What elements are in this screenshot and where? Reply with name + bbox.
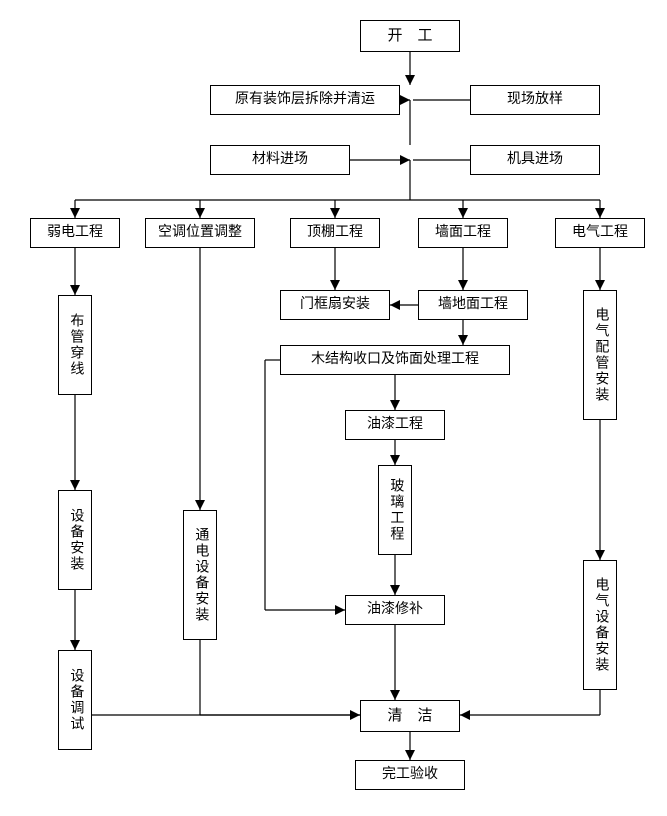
node-n_wall: 墙面工程 (418, 218, 508, 248)
node-n_dev1: 设备安装 (58, 490, 92, 590)
node-n_demo: 原有装饰层拆除并清运 (210, 85, 400, 115)
node-n_paintfix: 油漆修补 (345, 595, 445, 625)
node-n_glass: 玻璃工程 (378, 465, 412, 555)
node-n_wallfloor: 墙地面工程 (418, 290, 528, 320)
node-n_e_dev: 电气设备安装 (583, 560, 617, 690)
node-n_tool: 机具进场 (470, 145, 600, 175)
node-n_ac: 空调位置调整 (145, 218, 255, 248)
node-n_wood: 木结构收口及饰面处理工程 (280, 345, 510, 375)
node-n_paint: 油漆工程 (345, 410, 445, 440)
node-n_acdev: 通电设备安装 (183, 510, 217, 640)
node-n_dev2: 设备调试 (58, 650, 92, 750)
node-n_final: 完工验收 (355, 760, 465, 790)
node-n_ceiling: 顶棚工程 (290, 218, 380, 248)
node-n_clean: 清 洁 (360, 700, 460, 732)
node-n_door: 门框扇安装 (280, 290, 390, 320)
node-n_material: 材料进场 (210, 145, 350, 175)
node-n_e_pipe: 电气配管安装 (583, 290, 617, 420)
node-n_start: 开 工 (360, 20, 460, 52)
flowchart-canvas: 开 工原有装饰层拆除并清运现场放样材料进场机具进场弱电工程空调位置调整顶棚工程墙… (0, 0, 667, 816)
node-n_layout: 现场放样 (470, 85, 600, 115)
edges-layer (0, 0, 667, 816)
node-n_elec: 电气工程 (555, 218, 645, 248)
node-n_cable: 布管穿线 (58, 295, 92, 395)
node-n_weak: 弱电工程 (30, 218, 120, 248)
